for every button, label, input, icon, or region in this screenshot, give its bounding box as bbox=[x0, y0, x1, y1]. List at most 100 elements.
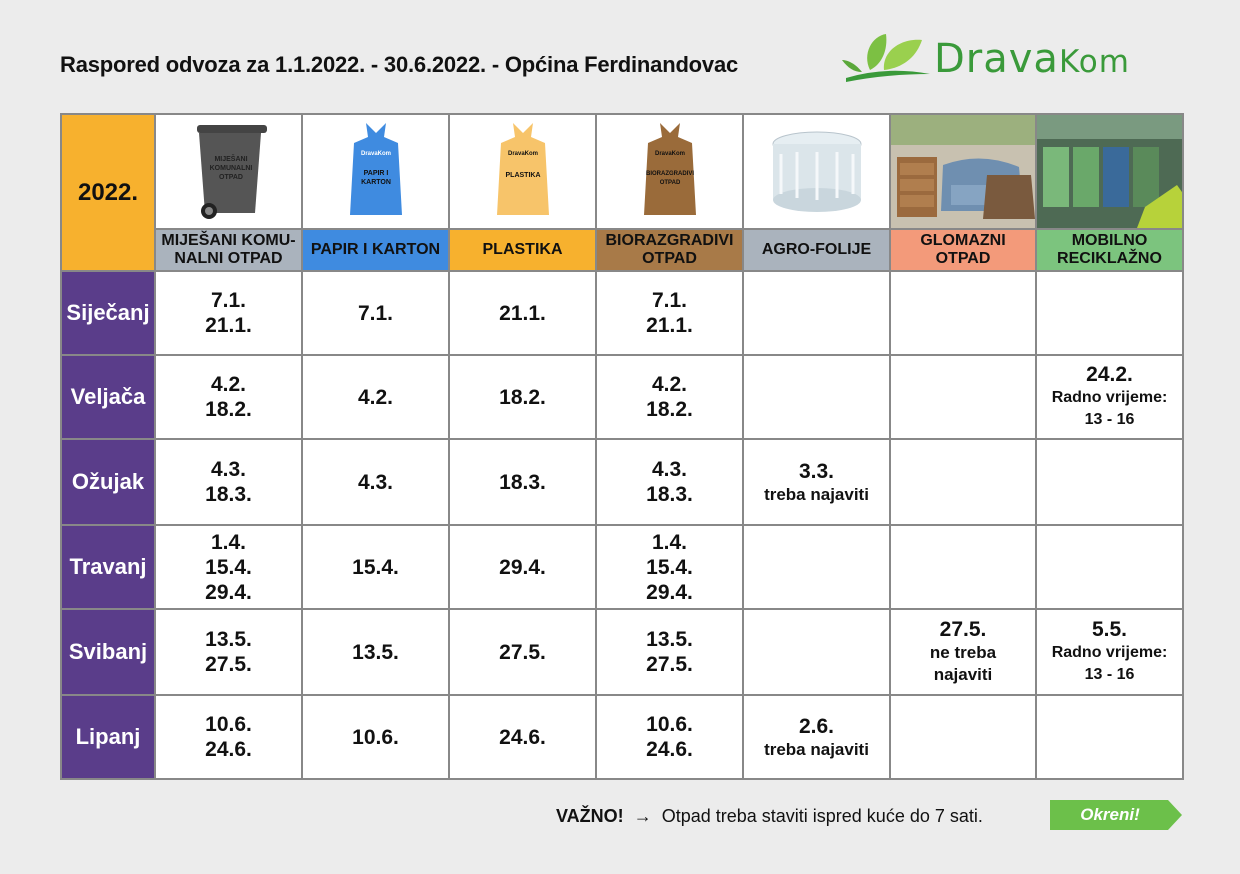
schedule-cell: 10.6. bbox=[301, 694, 450, 780]
cell-line: 18.2. bbox=[499, 385, 546, 409]
agro-foil-roll-icon bbox=[742, 113, 891, 230]
cell-line: 3.3. bbox=[798, 459, 835, 483]
schedule-cell: 10.6. 24.6. bbox=[154, 694, 303, 780]
month-label: Travanj bbox=[60, 524, 156, 610]
papir-bag-icon: DravaKom PAPIR I KARTON bbox=[301, 113, 450, 230]
schedule-cell: 4.3. bbox=[301, 438, 450, 526]
schedule-cell: 4.3. 18.3. bbox=[154, 438, 303, 526]
schedule-cell: 10.6. 24.6. bbox=[595, 694, 744, 780]
month-label: Ožujak bbox=[60, 438, 156, 526]
schedule-cell bbox=[889, 524, 1037, 610]
cell-line: 4.2. bbox=[210, 373, 247, 396]
glomazni-furniture-icon bbox=[889, 113, 1037, 230]
cell-line: 4.2. bbox=[651, 373, 688, 396]
table-row: Siječanj 7.1. 21.1. 7.1. 21.1. 7.1. 21.1. bbox=[60, 270, 1184, 356]
schedule-table: 2022. MIJEŠANI KOMUNALNI OTPAD DravaKom … bbox=[60, 113, 1184, 780]
month-label: Svibanj bbox=[60, 608, 156, 696]
schedule-cell bbox=[889, 694, 1037, 780]
cell-line: 1.4. bbox=[210, 530, 247, 554]
schedule-cell bbox=[1035, 524, 1184, 610]
cell-line: ne treba bbox=[929, 643, 997, 662]
cell-line: 4.3. bbox=[210, 458, 247, 481]
schedule-cell: 15.4. bbox=[301, 524, 450, 610]
schedule-cell bbox=[742, 354, 891, 440]
footer-text: Otpad treba staviti ispred kuće do 7 sat… bbox=[661, 806, 983, 826]
table-row: Ožujak 4.3. 18.3. 4.3. 18.3. 4.3. 18.3. 3.3. tre… bbox=[60, 438, 1184, 526]
cell-line: 13.5. bbox=[352, 640, 399, 664]
cell-line: 24.6. bbox=[646, 738, 693, 761]
schedule-cell: 1.4. 15.4. 29.4. bbox=[154, 524, 303, 610]
schedule-cell: 24.6. bbox=[448, 694, 597, 780]
cell-line: 29.4. bbox=[646, 580, 693, 604]
cell-line: 21.1. bbox=[499, 301, 546, 325]
cell-line: 10.6. bbox=[646, 713, 693, 736]
okreni-button[interactable]: Okreni! bbox=[1080, 805, 1140, 824]
schedule-cell: 1.4. 15.4. 29.4. bbox=[595, 524, 744, 610]
schedule-cell: 4.2. 18.2. bbox=[595, 354, 744, 440]
month-label: Siječanj bbox=[60, 270, 156, 356]
cell-line: 13.5. bbox=[205, 628, 252, 651]
page-title: Raspored odvoza za 1.1.2022. - 30.6.2022… bbox=[60, 52, 739, 77]
cell-line: 24.2. bbox=[1086, 363, 1133, 386]
okreni-button-shape[interactable] bbox=[1050, 800, 1182, 830]
cell-line: treba najaviti bbox=[764, 739, 869, 759]
table-row: Travanj 1.4. 15.4. 29.4. 15.4. 29.4. 1.4. 15.4.… bbox=[60, 524, 1184, 610]
schedule-cell: 21.1. bbox=[448, 270, 597, 356]
header-agro: AGRO-FOLIJE bbox=[742, 228, 891, 272]
svg-text:BIORAZGRADIVI: BIORAZGRADIVI bbox=[646, 171, 694, 177]
cell-line: Radno vrijeme: bbox=[1051, 389, 1168, 406]
cell-line: 13 - 16 bbox=[1084, 411, 1135, 428]
svg-text:DravaKom: DravaKom bbox=[360, 151, 390, 157]
cell-line: 13 - 16 bbox=[1084, 666, 1135, 683]
schedule-cell: 3.3. treba najaviti bbox=[742, 438, 891, 526]
table-row: Veljača 4.2. 18.2. 4.2. 18.2. 4.2. 18.2. 24.2. R… bbox=[60, 354, 1184, 440]
schedule-cell: 4.2. 18.2. bbox=[154, 354, 303, 440]
cell-line: 29.4. bbox=[499, 555, 546, 579]
table-row: Lipanj 10.6. 24.6. 10.6. 24.6. 10.6. 24.6. 2.6.… bbox=[60, 694, 1184, 780]
schedule-cell: 13.5. 27.5. bbox=[595, 608, 744, 696]
logo-text: DravaKom bbox=[934, 36, 1130, 82]
bio-bag-icon: DravaKom BIORAZGRADIVI OTPAD bbox=[595, 113, 744, 230]
komunalni-bin-icon: MIJEŠANI KOMUNALNI OTPAD bbox=[154, 113, 303, 230]
cell-line: 27.5. bbox=[646, 653, 693, 676]
cell-line: 18.2. bbox=[205, 398, 252, 421]
cell-line: 24.6. bbox=[499, 725, 546, 749]
dravakom-logo: DravaKom bbox=[842, 30, 1187, 90]
cell-line: 21.1. bbox=[646, 314, 693, 337]
cell-line: 18.3. bbox=[499, 470, 546, 494]
schedule-cell: 18.2. bbox=[448, 354, 597, 440]
cell-line: 2.6. bbox=[798, 714, 835, 738]
schedule-cell bbox=[889, 438, 1037, 526]
important-label: VAŽNO! bbox=[556, 806, 624, 826]
cell-line: 4.2. bbox=[357, 385, 394, 409]
header-glomazni: GLOMAZNI OTPAD bbox=[889, 228, 1037, 272]
mobilno-bins-icon bbox=[1035, 113, 1184, 230]
schedule-cell bbox=[1035, 694, 1184, 780]
cell-line: 10.6. bbox=[352, 725, 399, 749]
cell-line: 15.4. bbox=[646, 555, 693, 579]
cell-line: 5.5. bbox=[1091, 618, 1128, 641]
schedule-cell: 4.2. bbox=[301, 354, 450, 440]
schedule-cell: 5.5. Radno vrijeme: 13 - 16 bbox=[1035, 608, 1184, 696]
year-header: 2022. bbox=[60, 113, 156, 272]
schedule-cell: 24.2. Radno vrijeme: 13 - 16 bbox=[1035, 354, 1184, 440]
cell-line: 4.3. bbox=[651, 458, 688, 481]
schedule-cell bbox=[889, 354, 1037, 440]
cell-line: 18.3. bbox=[205, 483, 252, 506]
schedule-cell: 18.3. bbox=[448, 438, 597, 526]
svg-text:OTPAD: OTPAD bbox=[659, 180, 680, 186]
schedule-cell bbox=[742, 270, 891, 356]
cell-line: 18.3. bbox=[646, 483, 693, 506]
cell-line: 7.1. bbox=[651, 289, 688, 312]
cell-line: 15.4. bbox=[352, 555, 399, 579]
header-plastika: PLASTIKA bbox=[448, 228, 597, 272]
schedule-cell bbox=[1035, 270, 1184, 356]
svg-text:DravaKom: DravaKom bbox=[654, 151, 684, 157]
svg-text:DravaKom: DravaKom bbox=[507, 151, 537, 157]
schedule-cell: 27.5. bbox=[448, 608, 597, 696]
header-mobilno: MOBILNO RECIKLAŽNO bbox=[1035, 228, 1184, 272]
cell-line: 27.5. bbox=[939, 618, 987, 641]
cell-line: 15.4. bbox=[205, 555, 252, 579]
leaf-logo-icon bbox=[842, 34, 930, 82]
schedule-cell: 4.3. 18.3. bbox=[595, 438, 744, 526]
